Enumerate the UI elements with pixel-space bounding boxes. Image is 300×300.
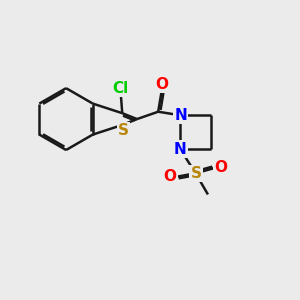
Text: O: O bbox=[164, 169, 176, 184]
Text: Cl: Cl bbox=[113, 81, 129, 96]
Text: N: N bbox=[175, 108, 187, 123]
Text: S: S bbox=[191, 166, 202, 181]
Text: N: N bbox=[174, 142, 187, 157]
Text: S: S bbox=[118, 123, 129, 138]
Text: O: O bbox=[155, 76, 168, 92]
Text: O: O bbox=[215, 160, 228, 175]
